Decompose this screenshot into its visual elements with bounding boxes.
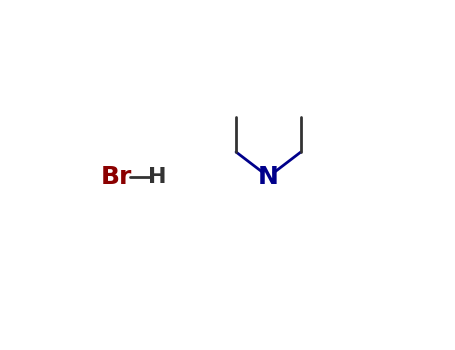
Text: N: N	[258, 165, 279, 189]
Text: Br: Br	[101, 165, 132, 189]
Text: H: H	[148, 167, 167, 187]
